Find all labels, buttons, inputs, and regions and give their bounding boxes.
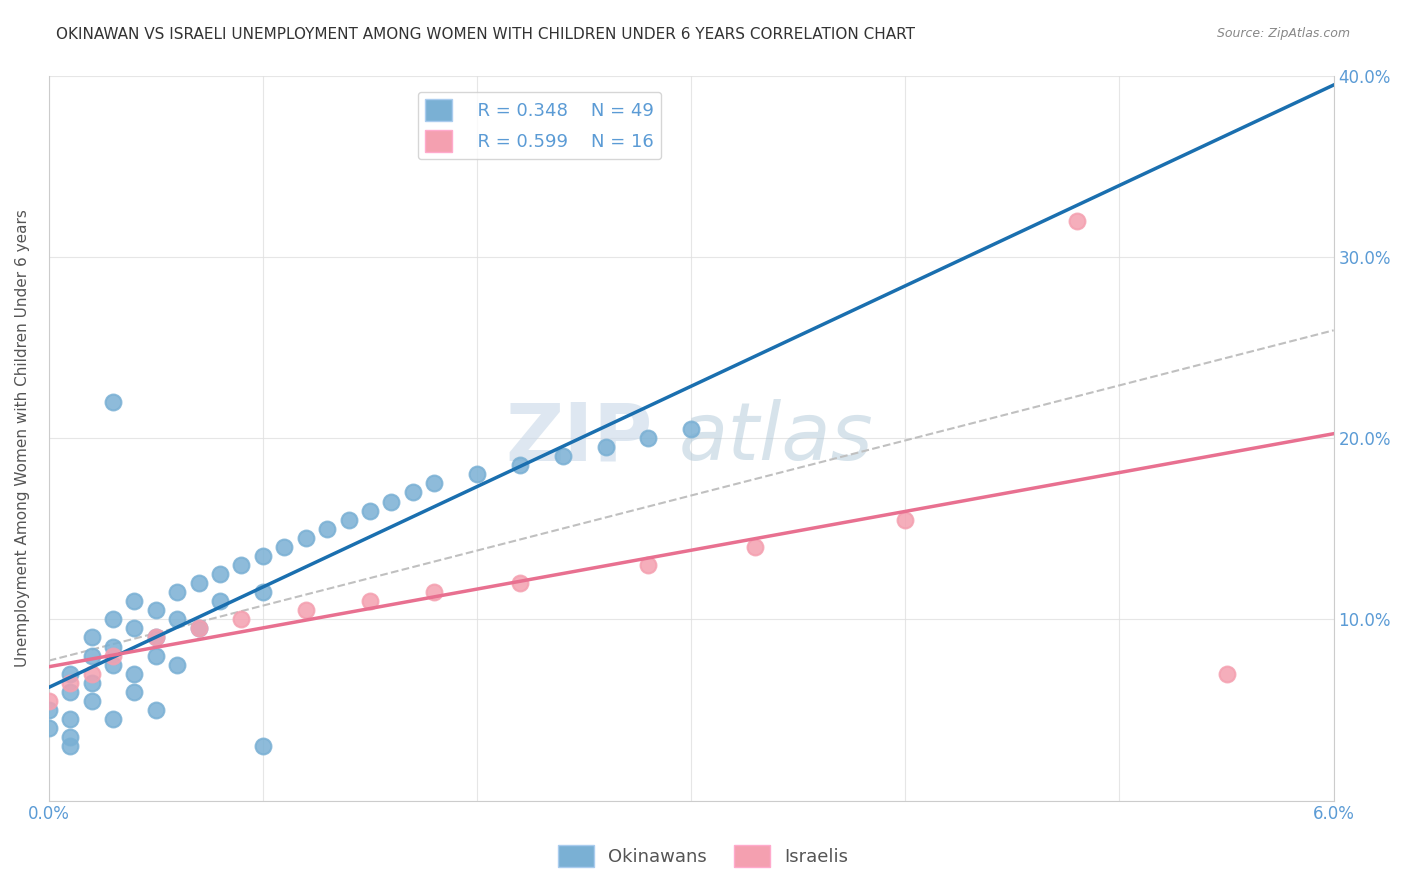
Point [187,621,209,635]
Point [294,603,316,617]
Point [402,485,425,500]
Point [423,476,446,491]
Point [894,513,917,527]
Point [59,666,82,681]
Point [145,631,167,645]
Point [1066,213,1088,227]
Point [465,467,488,482]
Point [359,503,381,517]
Point [1215,666,1237,681]
Point [209,567,232,582]
Point [80,675,103,690]
Point [294,531,316,545]
Point [423,585,446,599]
Point [273,540,295,554]
Point [59,739,82,754]
Point [101,648,124,663]
Point [595,440,617,454]
Y-axis label: Unemployment Among Women with Children Under 6 years: Unemployment Among Women with Children U… [15,209,30,667]
Point [252,739,274,754]
Point [38,721,60,735]
Point [166,612,188,626]
Point [80,666,103,681]
Point [509,576,531,591]
Point [38,694,60,708]
Text: atlas: atlas [678,399,873,477]
Point [637,431,659,445]
Point [80,631,103,645]
Point [59,685,82,699]
Point [124,594,146,608]
Point [124,685,146,699]
Point [59,730,82,744]
Text: ZIP: ZIP [505,399,652,477]
Point [187,576,209,591]
Point [59,712,82,726]
Point [231,558,253,572]
Point [359,594,381,608]
Point [101,657,124,672]
Point [209,594,232,608]
Legend: Okinawans, Israelis: Okinawans, Israelis [550,838,856,874]
Text: Source: ZipAtlas.com: Source: ZipAtlas.com [1216,27,1350,40]
Point [231,612,253,626]
Point [637,558,659,572]
Point [101,640,124,654]
Point [166,657,188,672]
Point [509,458,531,473]
Point [252,585,274,599]
Point [744,540,766,554]
Point [316,522,339,536]
Legend:   R = 0.348    N = 49,   R = 0.599    N = 16: R = 0.348 N = 49, R = 0.599 N = 16 [418,92,661,160]
Point [80,648,103,663]
Point [252,549,274,563]
Point [187,621,209,635]
Point [145,631,167,645]
Point [145,703,167,717]
Point [101,394,124,409]
Point [551,449,574,463]
Point [59,675,82,690]
Point [681,422,703,436]
Text: OKINAWAN VS ISRAELI UNEMPLOYMENT AMONG WOMEN WITH CHILDREN UNDER 6 YEARS CORRELA: OKINAWAN VS ISRAELI UNEMPLOYMENT AMONG W… [56,27,915,42]
Point [166,585,188,599]
Point [124,621,146,635]
Point [337,513,360,527]
Point [38,703,60,717]
Point [145,603,167,617]
Point [80,694,103,708]
Point [145,648,167,663]
Point [101,612,124,626]
Point [380,494,402,508]
Point [101,712,124,726]
Point [124,666,146,681]
